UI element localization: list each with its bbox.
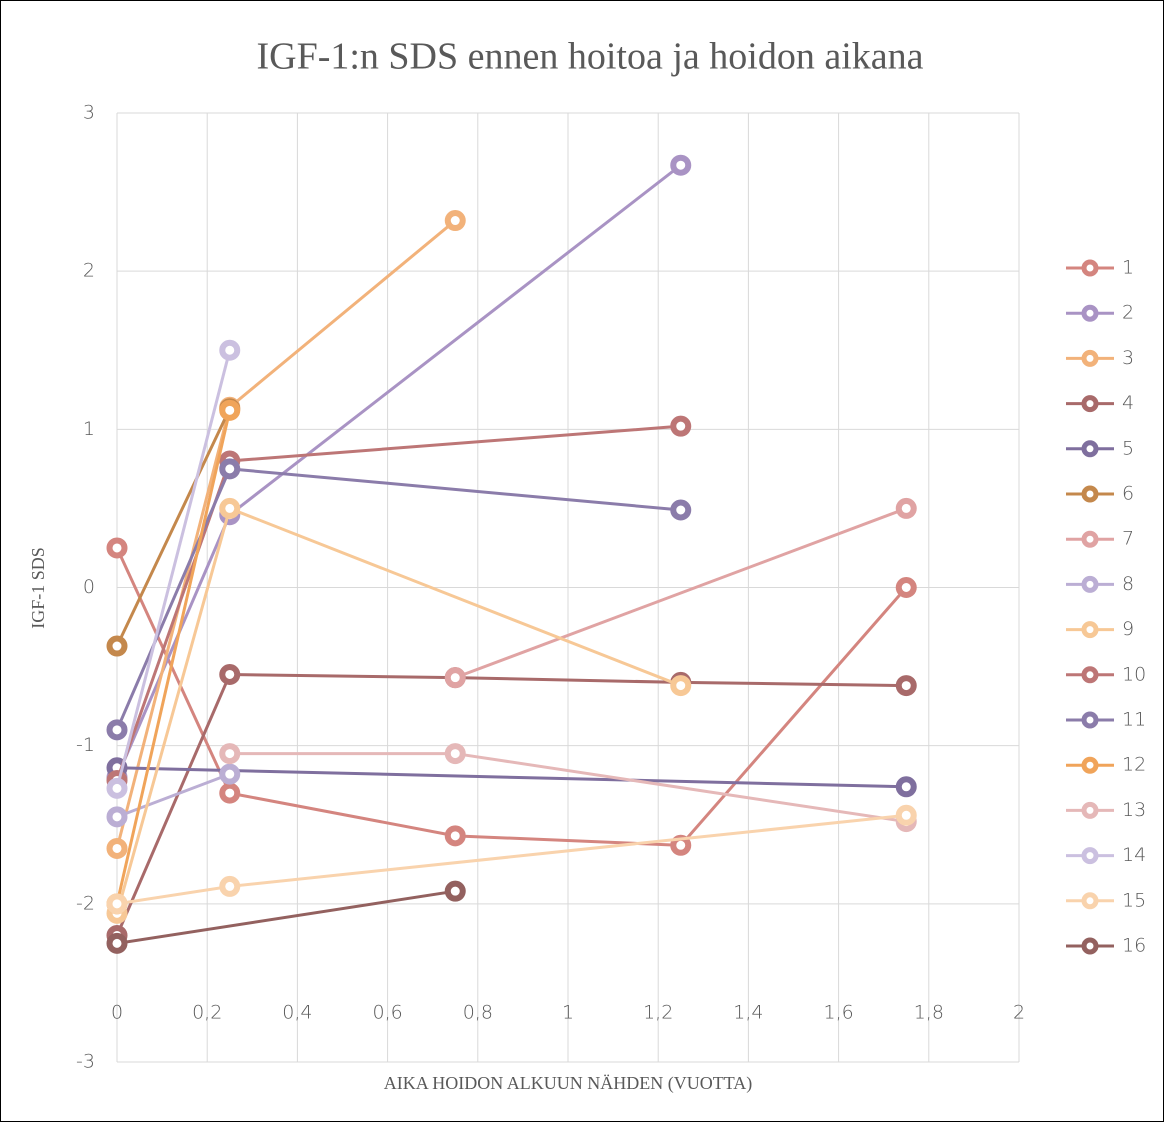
y-tick-label: -1 <box>76 734 95 756</box>
point <box>444 210 466 232</box>
series-line <box>115 408 232 647</box>
legend-label: 10 <box>1122 663 1146 685</box>
point <box>106 893 128 915</box>
x-tick-label: 0,2 <box>192 1002 222 1024</box>
legend-marker <box>1081 395 1099 413</box>
legend-marker <box>1081 711 1099 729</box>
point <box>219 743 241 765</box>
legend-label: 1 <box>1122 257 1134 279</box>
x-tick-label: 2 <box>1013 1002 1025 1024</box>
legend-label: 14 <box>1122 844 1146 866</box>
point <box>219 458 241 480</box>
x-tick-label: 0 <box>111 1002 123 1024</box>
series-line <box>115 410 232 905</box>
legend-marker <box>1081 801 1099 819</box>
point <box>670 499 692 521</box>
point <box>106 635 128 657</box>
point <box>106 777 128 799</box>
point <box>219 663 241 685</box>
x-tick-label: 1 <box>562 1002 574 1024</box>
point <box>106 719 128 741</box>
point <box>895 577 917 598</box>
legend-label: 12 <box>1122 754 1146 776</box>
point <box>106 932 128 954</box>
legend-label: 16 <box>1122 935 1146 957</box>
point <box>219 339 241 361</box>
point <box>670 154 692 176</box>
legend-marker <box>1081 847 1099 865</box>
x-tick-label: 1,8 <box>914 1002 944 1024</box>
legend-marker <box>1081 756 1099 774</box>
series-line <box>116 889 456 945</box>
y-tick-label: -2 <box>76 892 95 914</box>
legend-marker <box>1081 259 1099 277</box>
series-line <box>116 772 231 819</box>
y-tick-label: 3 <box>83 102 95 124</box>
legend-marker <box>1081 621 1099 639</box>
x-tick-label: 0,6 <box>372 1002 402 1024</box>
legend-label: 6 <box>1122 483 1134 505</box>
y-tick-label: 0 <box>83 576 95 598</box>
point <box>106 537 128 559</box>
chart-title: IGF-1:n SDS ennen hoitoa ja hoidon aikan… <box>256 36 923 78</box>
point <box>444 825 466 847</box>
point <box>895 804 917 826</box>
legend-marker <box>1081 666 1099 684</box>
series-line <box>115 349 232 789</box>
legend-marker <box>1081 892 1099 910</box>
legend-marker <box>1081 575 1099 593</box>
point <box>895 497 917 519</box>
legend-label: 7 <box>1122 528 1134 550</box>
point <box>895 675 917 697</box>
x-tick-label: 1,2 <box>643 1002 673 1024</box>
y-tick-label: 1 <box>83 418 95 440</box>
legend-label: 8 <box>1122 573 1134 595</box>
point <box>670 415 692 437</box>
point <box>219 875 241 897</box>
x-tick-label: 0,8 <box>463 1002 493 1024</box>
legend-label: 11 <box>1122 709 1146 731</box>
legend-label: 3 <box>1122 347 1134 369</box>
legend-marker <box>1081 530 1099 548</box>
legend-marker <box>1081 349 1099 367</box>
y-tick-label: -3 <box>76 1051 95 1073</box>
x-axis-title: AIKA HOIDON ALKUUN NÄHDEN (VUOTTA) <box>384 1073 753 1094</box>
point <box>444 667 466 689</box>
legend-marker <box>1081 485 1099 503</box>
point <box>895 776 917 798</box>
legend-label: 15 <box>1122 889 1146 911</box>
point <box>670 675 692 697</box>
point <box>106 837 128 859</box>
legend-label: 9 <box>1122 618 1134 640</box>
legend-label: 5 <box>1122 437 1134 459</box>
x-tick-label: 1,4 <box>733 1002 763 1024</box>
point <box>219 763 241 785</box>
series-line <box>454 507 907 680</box>
legend-marker <box>1081 440 1099 458</box>
y-axis-title: IGF-1 SDS <box>28 547 48 629</box>
legend-label: 4 <box>1122 392 1134 414</box>
legend-marker <box>1081 304 1099 322</box>
point <box>444 743 466 765</box>
point <box>106 806 128 828</box>
x-tick-label: 0,4 <box>282 1002 312 1024</box>
point <box>444 880 466 902</box>
x-tick-label: 1,6 <box>823 1002 853 1024</box>
point <box>219 399 241 421</box>
point <box>219 782 241 804</box>
legend-label: 13 <box>1122 799 1146 821</box>
series-line <box>116 766 907 789</box>
point <box>219 497 241 519</box>
legend-marker <box>1081 937 1099 955</box>
y-tick-label: 2 <box>83 260 95 282</box>
legend-label: 2 <box>1122 302 1134 324</box>
